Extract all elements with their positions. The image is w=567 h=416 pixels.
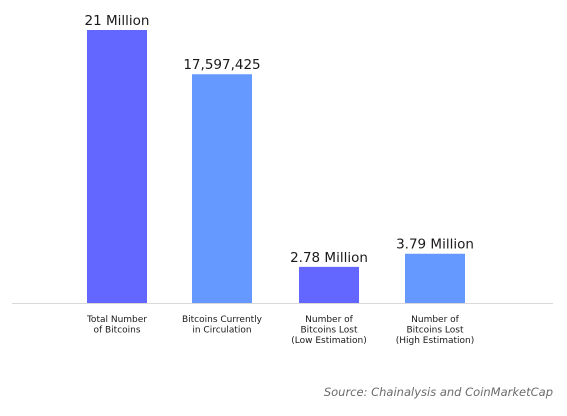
category-label-line: Number of bbox=[411, 315, 460, 325]
source-note: Source: Chainalysis and CoinMarketCap bbox=[323, 385, 553, 399]
category-label-line: Bitcoins Lost bbox=[407, 326, 464, 336]
data-labels-group: 21 Million 17,597,425 2.78 Million 3.79 Mil… bbox=[85, 13, 474, 266]
category-labels-group: Total Number of Bitcoins Bitcoins Currentl… bbox=[86, 315, 474, 346]
category-label-1: Total Number of Bitcoins bbox=[86, 315, 147, 336]
category-label-line: Number of bbox=[305, 315, 354, 325]
category-label-line: Bitcoins Lost bbox=[301, 326, 358, 336]
category-label-line: (Low Estimation) bbox=[291, 336, 367, 346]
category-label-4: Number of Bitcoins Lost (High Estimation) bbox=[396, 315, 475, 346]
category-label-2: Bitcoins Currently in Circulation bbox=[182, 315, 263, 336]
bars-group bbox=[87, 30, 465, 303]
data-label-3: 2.78 Million bbox=[290, 250, 368, 266]
bar-3 bbox=[299, 266, 359, 303]
category-label-3: Number of Bitcoins Lost (Low Estimation) bbox=[291, 315, 367, 346]
bar-1 bbox=[87, 30, 147, 303]
data-label-4: 3.79 Million bbox=[396, 237, 474, 253]
bar-2 bbox=[192, 74, 252, 303]
category-label-line: in Circulation bbox=[192, 326, 251, 336]
bar-4 bbox=[405, 253, 465, 303]
category-label-line: Bitcoins Currently bbox=[182, 315, 263, 325]
category-label-line: Total Number bbox=[86, 315, 147, 325]
category-label-line: (High Estimation) bbox=[396, 336, 475, 346]
data-label-2: 17,597,425 bbox=[183, 57, 260, 73]
data-label-1: 21 Million bbox=[85, 13, 150, 29]
category-label-line: of Bitcoins bbox=[93, 326, 140, 336]
